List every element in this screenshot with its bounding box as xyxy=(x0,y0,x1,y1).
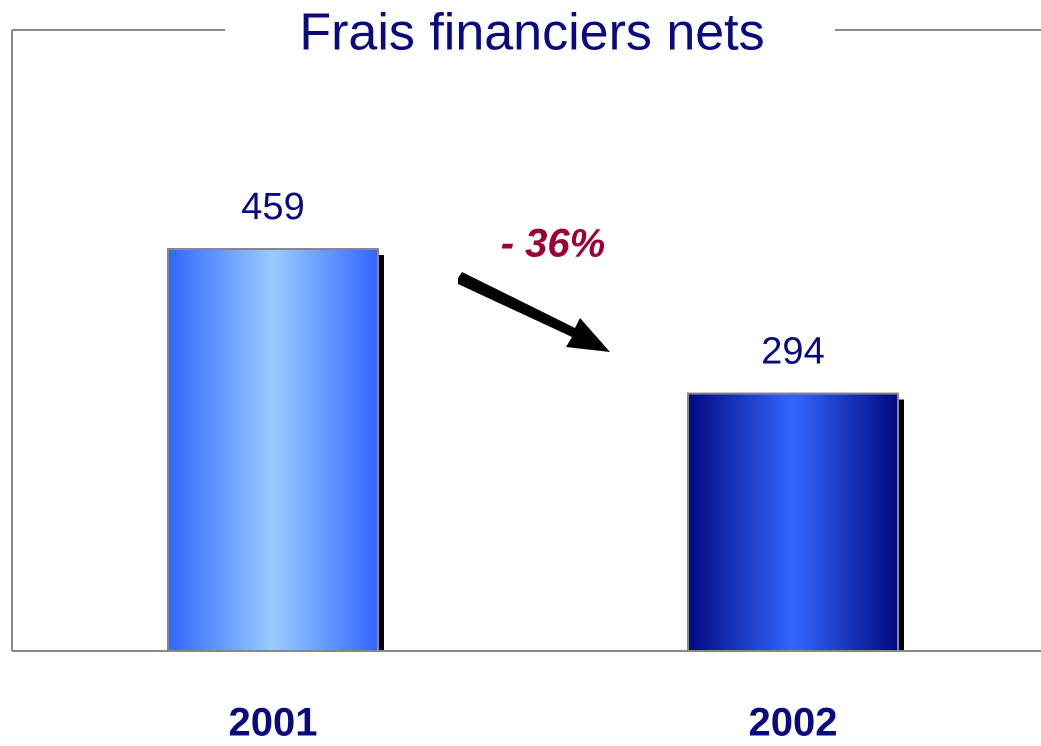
chart-title: Frais financiers nets xyxy=(299,4,764,62)
x-tick-label: 2002 xyxy=(749,701,838,745)
bar xyxy=(687,392,899,652)
annotation: - 36% xyxy=(501,222,606,266)
bar xyxy=(167,248,379,652)
arrow xyxy=(458,272,610,352)
value-label: 294 xyxy=(761,331,824,373)
value-label: 459 xyxy=(241,186,304,228)
x-tick-label: 2001 xyxy=(229,701,318,745)
